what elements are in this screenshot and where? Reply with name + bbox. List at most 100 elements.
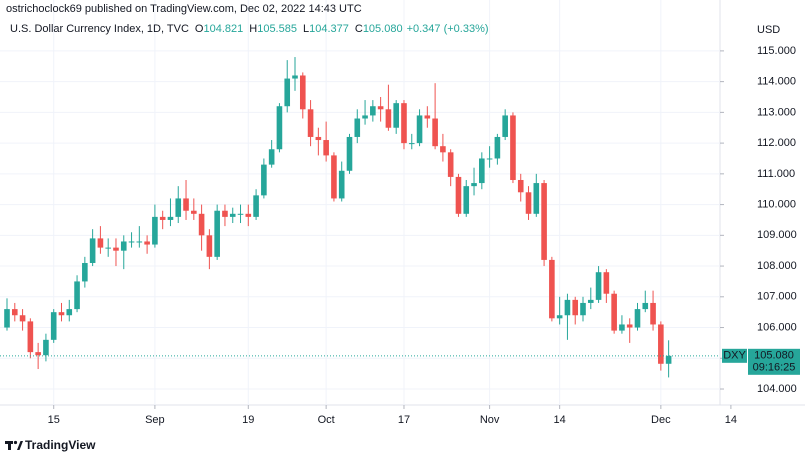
candle-body [245, 213, 252, 217]
y-tick-label: 107.000 [757, 291, 797, 303]
legend-key: O [194, 23, 204, 35]
candle-body [74, 281, 80, 310]
candle-body [206, 235, 213, 257]
candle-body [525, 192, 532, 214]
candle-body [105, 247, 111, 249]
legend-value: 105.585 [257, 23, 297, 35]
legend-change: +0.347 (+0.33%) [406, 23, 489, 35]
candle-body [144, 241, 150, 245]
candle-body [167, 216, 174, 220]
candle-body [128, 241, 135, 243]
candle-body [626, 324, 633, 328]
y-tick-label: 111.000 [757, 168, 795, 180]
price-tag [748, 348, 800, 375]
candle-body [650, 302, 656, 325]
candle-body [494, 136, 501, 159]
candle-body [393, 103, 399, 128]
price-tag-label: 105.080 [754, 350, 794, 362]
candle-body [486, 158, 493, 160]
candle-body [572, 299, 579, 316]
y-tick-label: 104.000 [757, 383, 797, 395]
countdown-label: 09:16:25 [753, 362, 796, 374]
candle-body [261, 164, 267, 196]
legend-key: H [249, 23, 258, 35]
legend-value: 104.377 [309, 23, 349, 35]
candle-body [580, 302, 586, 316]
candle-body [587, 299, 594, 303]
x-tick-label: Dec [651, 414, 671, 426]
y-tick-label: 114.000 [757, 76, 796, 88]
candle-body [502, 115, 508, 137]
candle-body [315, 136, 322, 141]
candle-body [11, 309, 18, 316]
candle-body [354, 118, 361, 137]
footer-brand: TradingView [25, 438, 96, 452]
candle-body [564, 299, 571, 316]
grid [0, 0, 720, 405]
candle-body [214, 210, 220, 257]
candle-body [603, 272, 610, 294]
x-tick-label: 19 [242, 414, 254, 426]
candle-body [440, 146, 446, 153]
candle-body [447, 152, 454, 177]
candle-body [541, 183, 547, 260]
candle-body [323, 140, 329, 156]
x-tick-label: Sep [145, 414, 165, 426]
candle-body [19, 315, 26, 322]
candle-body [611, 293, 617, 331]
candle-body [370, 106, 376, 116]
legend-key: L [302, 23, 310, 35]
candle-body [619, 324, 625, 331]
candle-body [198, 213, 205, 236]
legend-value: 105.080 [362, 23, 403, 35]
symbol-tag [722, 348, 747, 363]
candle-body [152, 216, 158, 245]
candle-body [66, 309, 73, 316]
x-tick-label: 14 [554, 414, 566, 426]
candle-body [175, 198, 182, 217]
candle-body [665, 355, 672, 364]
y-tick-label: 110.000 [757, 198, 796, 210]
candle-body [432, 118, 438, 147]
candle-body [229, 213, 236, 217]
candle-body [549, 259, 555, 319]
legend-item: O104.821 [193, 23, 243, 35]
candle-body [89, 238, 96, 263]
candle-body [120, 241, 127, 251]
candle-body [385, 109, 392, 128]
legend-value: 104.821 [203, 23, 244, 35]
publisher-line: ostrichoclock69 published on TradingView… [6, 3, 362, 15]
x-tick-label: Oct [318, 414, 335, 426]
candle-body [346, 136, 353, 171]
candle-body [4, 309, 10, 328]
candle-body [159, 216, 166, 220]
candle-body [27, 321, 34, 353]
candle-body [183, 198, 189, 211]
candle-body [268, 149, 275, 165]
legend-item: H105.585 [247, 23, 297, 35]
candle-body [237, 213, 244, 215]
symbol-name: U.S. Dollar Currency Index, 1D, TVC [10, 23, 189, 35]
candle-body [463, 186, 470, 214]
candle-body [222, 210, 228, 217]
y-tick-label: 106.000 [757, 321, 797, 333]
legend: U.S. Dollar Currency Index, 1D, TVC O104… [10, 23, 489, 35]
candle-body [658, 324, 664, 364]
candle-body [276, 106, 283, 150]
footer-logo [5, 440, 23, 450]
candle-body [50, 312, 57, 340]
y-tick-label: 112.000 [757, 137, 796, 149]
x-tick-label: Nov [480, 414, 500, 426]
candle-body [113, 247, 119, 251]
candle-body [510, 115, 516, 180]
y-tick-label: 113.000 [757, 106, 796, 118]
candle-body [331, 155, 337, 199]
y-tick-label: 109.000 [757, 229, 797, 241]
candle-body [97, 238, 104, 248]
x-tick-label: 17 [398, 414, 410, 426]
candle-body [533, 183, 540, 214]
candle-body [58, 312, 65, 316]
candle-body [43, 339, 49, 356]
